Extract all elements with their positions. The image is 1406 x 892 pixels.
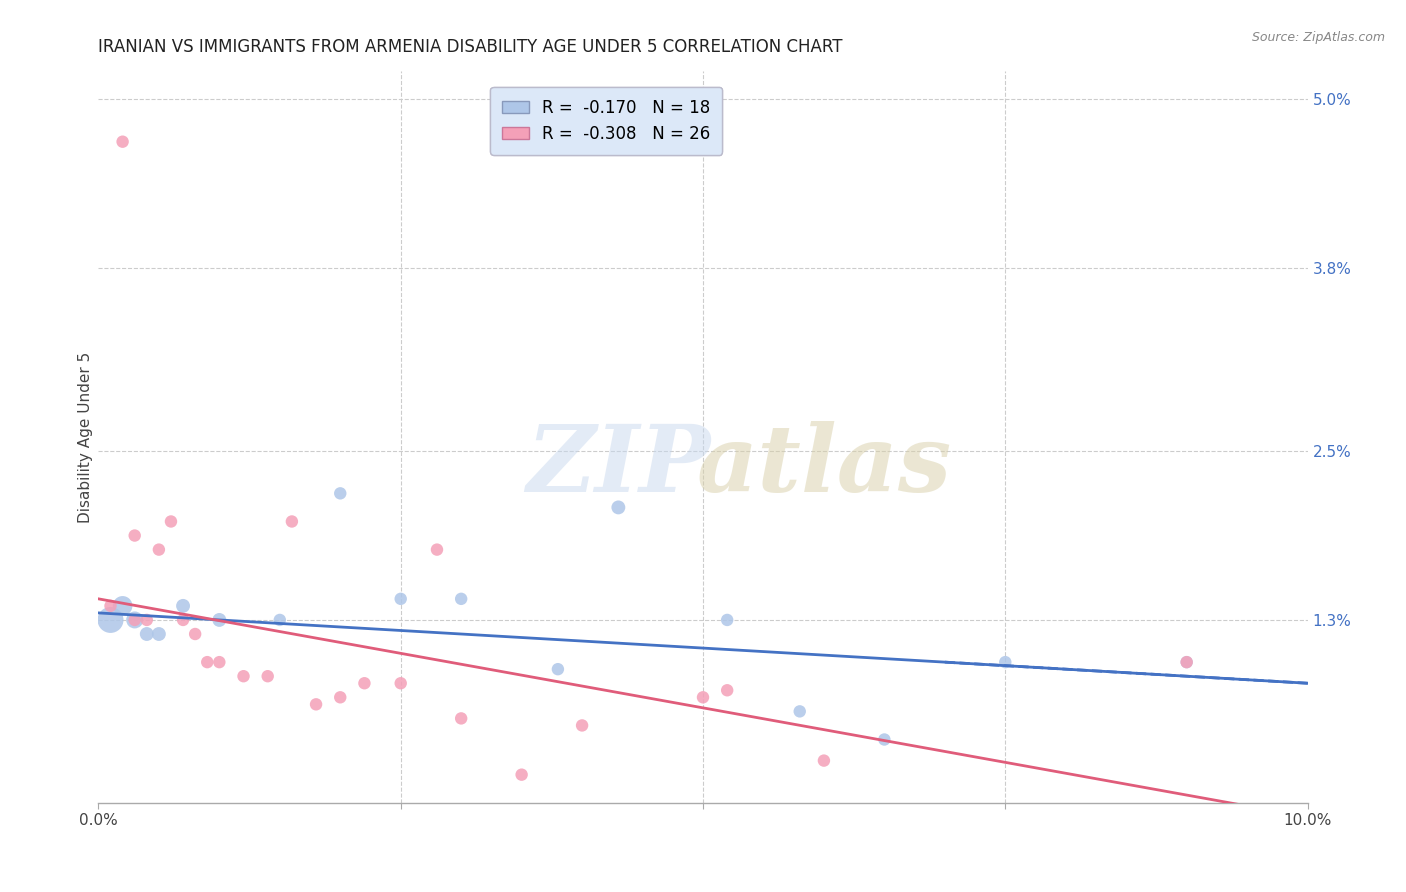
Iranians (994, 655, 1017, 669)
Iranians (208, 613, 231, 627)
Iranians (450, 591, 472, 606)
Iranians (329, 486, 352, 500)
Iranians (135, 627, 157, 641)
Iranians (607, 500, 630, 515)
Immigrants from Armenia (426, 542, 449, 557)
Immigrants from Armenia (389, 676, 412, 690)
Iranians (547, 662, 569, 676)
Iranians (873, 732, 896, 747)
Immigrants from Armenia (195, 655, 218, 669)
Immigrants from Armenia (160, 515, 183, 529)
Immigrants from Armenia (571, 718, 593, 732)
Immigrants from Armenia (100, 599, 122, 613)
Iranians (111, 599, 134, 613)
Iranians (789, 705, 811, 719)
Immigrants from Armenia (256, 669, 278, 683)
Immigrants from Armenia (135, 613, 157, 627)
Text: ZIP: ZIP (526, 421, 710, 511)
Immigrants from Armenia (692, 690, 714, 705)
Immigrants from Armenia (329, 690, 352, 705)
Immigrants from Armenia (172, 613, 194, 627)
Immigrants from Armenia (510, 767, 533, 781)
Immigrants from Armenia (281, 515, 304, 529)
Iranians (172, 599, 194, 613)
Y-axis label: Disability Age Under 5: Disability Age Under 5 (77, 351, 93, 523)
Immigrants from Armenia (208, 655, 231, 669)
Iranians (100, 613, 122, 627)
Immigrants from Armenia (184, 627, 207, 641)
Immigrants from Armenia (450, 711, 472, 725)
Iranians (389, 591, 412, 606)
Iranians (1175, 655, 1198, 669)
Legend: R =  -0.170   N = 18, R =  -0.308   N = 26: R = -0.170 N = 18, R = -0.308 N = 26 (491, 87, 723, 154)
Immigrants from Armenia (148, 542, 170, 557)
Immigrants from Armenia (232, 669, 254, 683)
Iranians (269, 613, 291, 627)
Immigrants from Armenia (111, 135, 134, 149)
Text: Source: ZipAtlas.com: Source: ZipAtlas.com (1251, 31, 1385, 45)
Immigrants from Armenia (124, 528, 146, 542)
Iranians (124, 613, 146, 627)
Text: IRANIAN VS IMMIGRANTS FROM ARMENIA DISABILITY AGE UNDER 5 CORRELATION CHART: IRANIAN VS IMMIGRANTS FROM ARMENIA DISAB… (98, 38, 844, 56)
Immigrants from Armenia (305, 698, 328, 712)
Immigrants from Armenia (124, 613, 146, 627)
Immigrants from Armenia (716, 683, 738, 698)
Iranians (716, 613, 738, 627)
Immigrants from Armenia (1175, 655, 1198, 669)
Iranians (148, 627, 170, 641)
Text: atlas: atlas (696, 421, 952, 511)
Immigrants from Armenia (813, 754, 835, 768)
Immigrants from Armenia (353, 676, 375, 690)
